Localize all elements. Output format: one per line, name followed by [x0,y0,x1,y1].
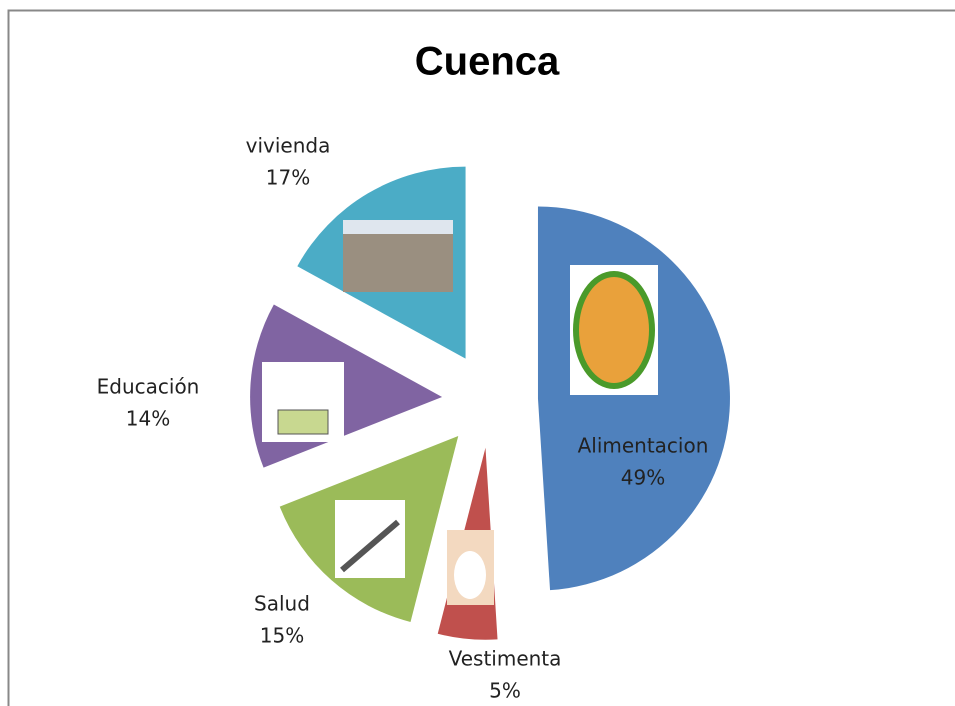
slice-category: Alimentacion [578,434,709,458]
house-sky [343,220,453,234]
slice-category: Salud [254,592,310,616]
slice-value-label: 49% [621,466,665,490]
slice-value-label: 5% [489,679,521,703]
slice-value-label: 15% [260,624,304,648]
food-plate [573,271,655,389]
frame [7,9,955,706]
labels: Alimentacion 49% Vestimenta 5% Salud 15% Educa… [97,134,709,703]
slice-category: Vestimenta [449,647,562,671]
icons [262,220,658,605]
clothes-shape [454,551,486,599]
slice-category: vivienda [246,134,331,158]
books [277,409,329,435]
chart-title: Cuenca [415,40,560,84]
slice-value-label: 14% [126,407,170,431]
syringe [340,519,400,573]
slice-value-label: 17% [266,166,310,190]
slice-category: Educación [97,375,200,399]
